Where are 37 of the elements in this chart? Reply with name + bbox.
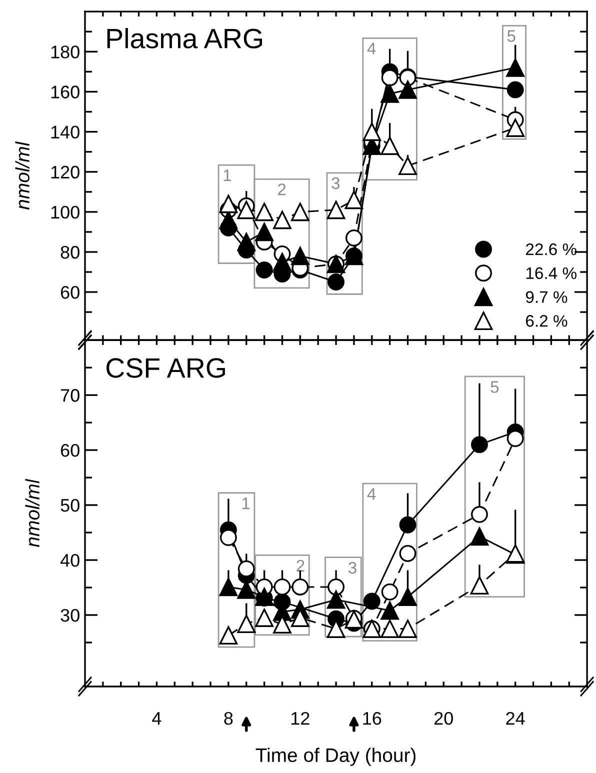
- annotation: 2: [278, 184, 286, 196]
- y-tick-label: 70: [60, 389, 80, 402]
- annotation: 5: [490, 381, 499, 393]
- x-tick-label: 4: [152, 712, 162, 725]
- y-axis-title: nmol/ml: [15, 141, 30, 210]
- x-tick-label: 20: [434, 712, 453, 725]
- y-tick-label: 50: [60, 499, 80, 512]
- y-tick-label: 180: [51, 46, 80, 58]
- chart-title: Plasma ARG: [107, 28, 262, 48]
- legend-label: 16.4 %: [526, 267, 576, 280]
- annotation: 5: [507, 30, 516, 42]
- y-tick-label: 40: [60, 554, 80, 567]
- y-tick-label: 60: [60, 444, 80, 457]
- annotation: 2: [296, 560, 304, 572]
- x-tick-label: 24: [506, 712, 525, 725]
- annotation: 3: [332, 177, 340, 190]
- x-tick-label: 8: [224, 712, 233, 725]
- y-tick-label: 140: [51, 126, 80, 139]
- y-tick-label: 30: [60, 608, 80, 622]
- annotation: 1: [242, 498, 250, 510]
- y-tick-label: 120: [51, 166, 80, 179]
- y-axis-title: nmol/ml: [25, 478, 40, 548]
- text: CSF ARG: [106, 358, 225, 378]
- x-tick-label: 12: [292, 712, 310, 725]
- legend-label: 6.2 %: [526, 315, 568, 327]
- annotation: 3: [348, 562, 356, 574]
- y-tick-label: 60: [60, 286, 80, 299]
- y-tick-label: 160: [51, 86, 80, 98]
- legend-label: 22.6 %: [526, 243, 576, 256]
- y-tick-label: 100: [51, 206, 80, 219]
- x-tick-label: 16: [363, 712, 382, 725]
- legend-label: 9.7 %: [526, 291, 568, 303]
- annotation: 4: [367, 488, 376, 500]
- y-tick-label: 80: [60, 246, 80, 259]
- annotation: 4: [367, 42, 376, 54]
- annotation: 1: [224, 170, 232, 182]
- x-axis-title: Time of Day (hour): [256, 748, 416, 766]
